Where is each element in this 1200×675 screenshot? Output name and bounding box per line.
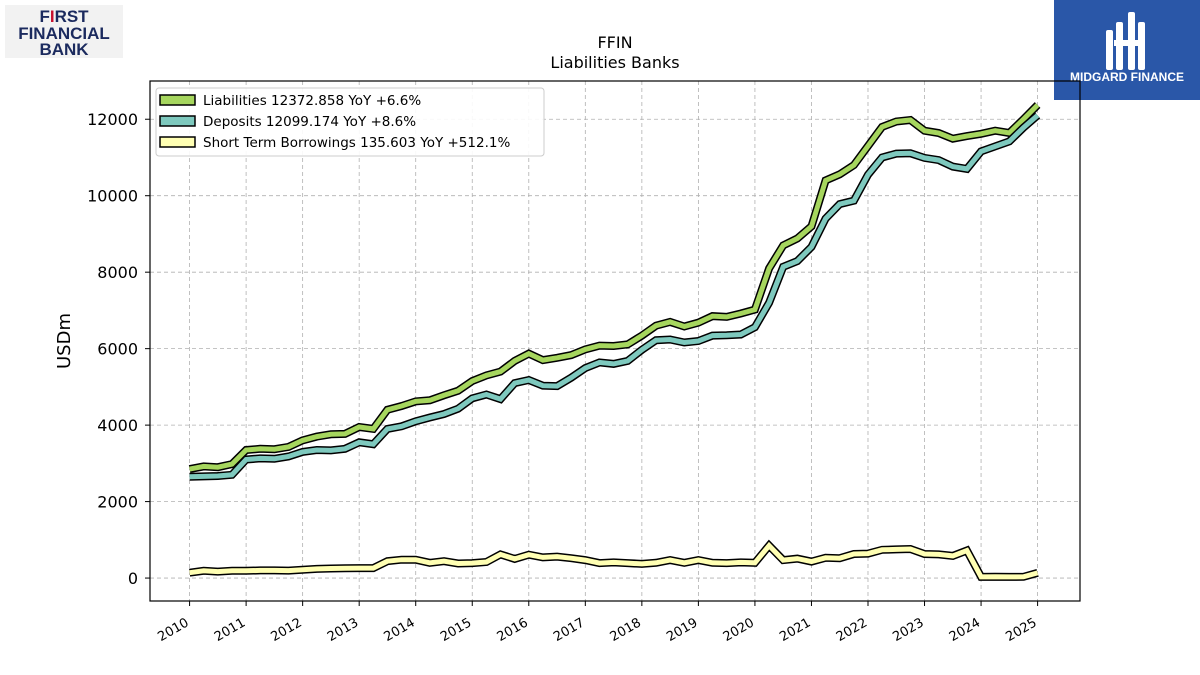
- x-tick-label: 2019: [664, 615, 700, 645]
- logo-line-financial: FINANCIAL: [18, 24, 110, 43]
- midgard-finance-logo: MIDGARD FINANCE: [1054, 0, 1200, 100]
- x-tick-label: 2018: [608, 615, 644, 645]
- chart-title: FFIN: [597, 33, 632, 52]
- x-axis-ticks: 2010 2011 2012 2013 2014 2015 2016 2017 2018 2019…: [155, 601, 1040, 645]
- legend-label-deposits: Deposits 12099.174 YoY +8.6%: [203, 114, 416, 130]
- x-tick-label: 2022: [834, 615, 870, 645]
- x-tick-label: 2025: [1003, 615, 1039, 645]
- legend-label-liabilities: Liabilities 12372.858 YoY +6.6%: [203, 93, 421, 109]
- y-tick-label: 10000: [87, 187, 138, 206]
- x-tick-label: 2014: [382, 615, 418, 645]
- y-tick-label: 8000: [97, 263, 138, 282]
- first-financial-bank-logo: FIRST FINANCIAL BANK: [5, 5, 123, 59]
- legend-swatch-short-term-borrowings: [159, 136, 196, 148]
- chart-subtitle: Liabilities Banks: [550, 53, 679, 72]
- series-outline-deposits: [189, 112, 1041, 481]
- first-financial-bank-logo-art: FIRST FINANCIAL BANK: [18, 7, 110, 59]
- series-layer: [188, 102, 1041, 581]
- y-tick-label: 2000: [97, 493, 138, 512]
- series-line-short-term-borrowings: [189, 541, 1039, 580]
- legend-swatch-deposits: [159, 115, 196, 127]
- x-tick-label: 2015: [438, 615, 474, 645]
- x-tick-label: 2024: [947, 615, 983, 645]
- x-tick-label: 2017: [551, 615, 587, 645]
- series-line-liabilities: [189, 103, 1040, 472]
- x-tick-label: 2010: [155, 615, 191, 645]
- x-tick-label: 2020: [721, 615, 757, 645]
- plot-frame: [149, 80, 1081, 602]
- y-axis-label: USDm: [54, 313, 75, 369]
- x-tick-label: 2013: [325, 615, 361, 645]
- legend-box: [155, 87, 545, 157]
- midgard-finance-wordmark: MIDGARD FINANCE: [1070, 70, 1184, 84]
- legend-swatch-liabilities: [159, 94, 196, 106]
- y-tick-label: 4000: [97, 416, 138, 435]
- y-axis-ticks: 0 2000 4000 6000 8000 10000 12000: [87, 110, 150, 588]
- x-tick-label: 2023: [890, 615, 926, 645]
- legend: Liabilities 12372.858 YoY +6.6% Deposits …: [155, 87, 545, 157]
- series-outline-liabilities: [188, 102, 1041, 474]
- legend-label-short-term-borrowings: Short Term Borrowings 135.603 YoY +512.1…: [203, 135, 510, 151]
- x-tick-label: 2012: [268, 615, 304, 645]
- midgard-emblem-icon: [1106, 12, 1145, 70]
- logo-line-bank: BANK: [39, 40, 89, 58]
- x-tick-label: 2011: [212, 615, 248, 645]
- y-tick-label: 6000: [97, 340, 138, 359]
- y-tick-label: 12000: [87, 110, 138, 129]
- logo-line-first: FIRST: [39, 7, 89, 26]
- series-line-deposits: [189, 113, 1040, 480]
- midgard-finance-logo-art: MIDGARD FINANCE: [1070, 12, 1184, 84]
- x-tick-label: 2021: [777, 615, 813, 645]
- x-tick-label: 2016: [495, 615, 531, 645]
- y-tick-label: 0: [128, 569, 138, 588]
